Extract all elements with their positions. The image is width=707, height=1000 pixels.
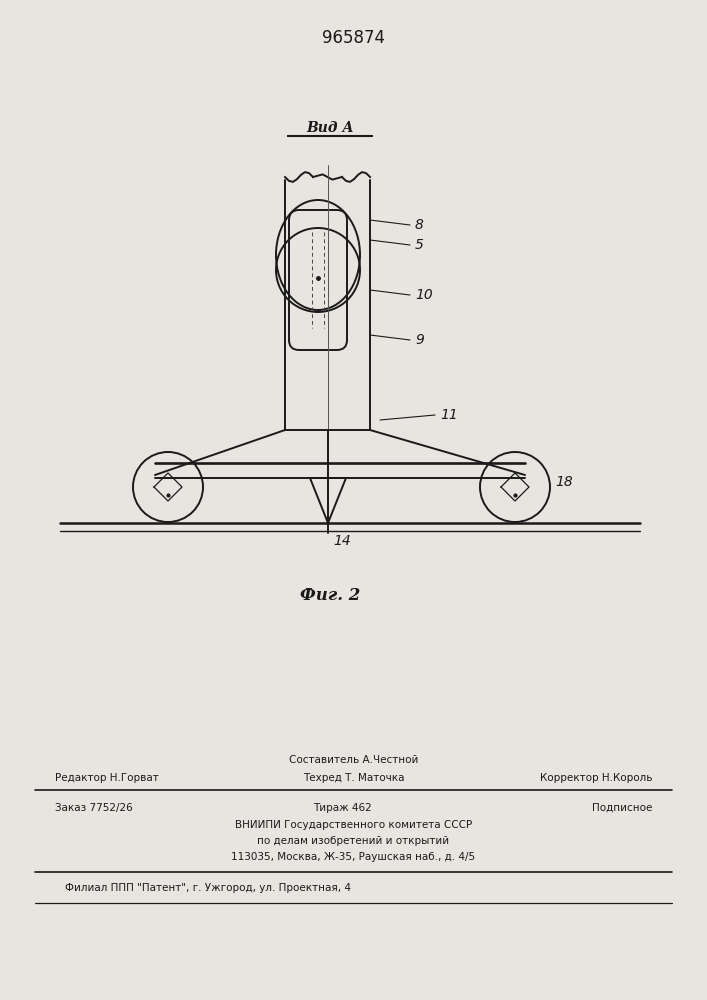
Text: Редактор Н.Горват: Редактор Н.Горват — [55, 773, 159, 783]
Text: Филиал ППП "Патент", г. Ужгород, ул. Проектная, 4: Филиал ППП "Патент", г. Ужгород, ул. Про… — [65, 883, 351, 893]
Text: 113035, Москва, Ж-35, Раушская наб., д. 4/5: 113035, Москва, Ж-35, Раушская наб., д. … — [231, 852, 476, 862]
Text: Составитель А.Честной: Составитель А.Честной — [289, 755, 418, 765]
Text: 18: 18 — [555, 475, 573, 489]
Text: 965874: 965874 — [322, 29, 385, 47]
Text: 11: 11 — [440, 408, 457, 422]
Text: 14: 14 — [333, 534, 351, 548]
Text: Заказ 7752/26: Заказ 7752/26 — [55, 803, 133, 813]
Text: Вид А: Вид А — [306, 121, 354, 135]
Text: ВНИИПИ Государственного комитета СССР: ВНИИПИ Государственного комитета СССР — [235, 820, 472, 830]
Text: 10: 10 — [415, 288, 433, 302]
Text: 5: 5 — [415, 238, 424, 252]
Text: Фиг. 2: Фиг. 2 — [300, 586, 360, 603]
Text: Подписное: Подписное — [592, 803, 652, 813]
Text: Корректор Н.Король: Корректор Н.Король — [539, 773, 652, 783]
Text: 8: 8 — [415, 218, 424, 232]
Text: 9: 9 — [415, 333, 424, 347]
Text: Техред Т. Маточка: Техред Т. Маточка — [303, 773, 404, 783]
Text: Тираж 462: Тираж 462 — [313, 803, 373, 813]
Text: по делам изобретений и открытий: по делам изобретений и открытий — [257, 836, 450, 846]
